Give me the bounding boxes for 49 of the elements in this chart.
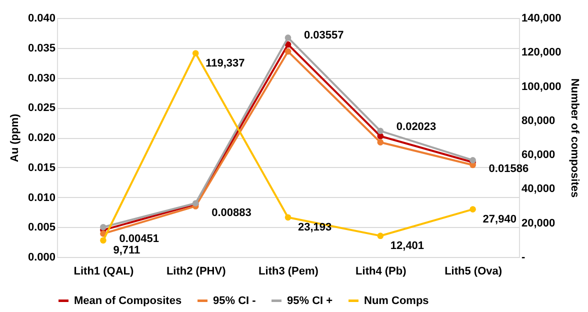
point	[100, 224, 106, 230]
point	[100, 237, 106, 244]
legend-label: Num Comps	[364, 294, 429, 307]
x-tick-label: Lith1 (QAL)	[74, 266, 134, 278]
x-tick-label: Lith2 (PHV)	[166, 266, 226, 278]
y-tick-label: 0.005	[28, 222, 56, 234]
point	[377, 232, 384, 239]
point	[284, 34, 292, 41]
y2-tick-label: 140,000	[522, 12, 562, 24]
data-label: 119,337	[206, 57, 245, 70]
x-tick-label: Lith4 (Pb)	[356, 266, 407, 278]
point	[470, 206, 476, 212]
y2-tick-label: 20,000	[522, 217, 556, 230]
data-label: 27,940	[482, 213, 516, 226]
y2-tick-label: 100,000	[522, 80, 562, 93]
y2-tick-label: -	[522, 252, 526, 264]
x-tick-label: Lith5 (Ova)	[444, 266, 502, 278]
y2-tick-label: 120,000	[522, 46, 562, 59]
data-label: 0.00451	[119, 233, 159, 246]
data-label: 9,711	[113, 244, 140, 256]
point	[284, 41, 292, 48]
y2-axis-title: Number of composites	[568, 78, 580, 198]
y-tick-label: 0.040	[28, 12, 56, 24]
y-tick-label: 0.015	[28, 162, 56, 174]
y2-tick-label: 80,000	[522, 114, 556, 127]
y-tick-label: 0.025	[28, 102, 56, 114]
y-tick-label: 0.010	[28, 192, 56, 204]
point	[192, 50, 199, 56]
y-tick-label: 0.020	[28, 132, 56, 144]
legend-label: 95% CI +	[287, 294, 333, 307]
point	[284, 48, 292, 55]
y2-tick-label: 40,000	[522, 183, 556, 196]
point	[377, 139, 384, 146]
data-label: 0.01586	[488, 163, 529, 176]
y-tick-label: 0.030	[28, 72, 56, 84]
data-label: 0.02023	[396, 121, 436, 134]
x-tick-label: Lith3 (Pem)	[258, 266, 319, 278]
y2-tick-label: 60,000	[522, 149, 556, 162]
data-label: 0.03557	[304, 29, 344, 42]
y-axis-title: Au (ppm)	[8, 114, 21, 162]
point	[284, 214, 292, 221]
point	[377, 128, 384, 134]
y-tick-label: 0.035	[28, 42, 56, 54]
data-label: 12,401	[390, 240, 424, 252]
data-label: 23,193	[298, 221, 332, 234]
y-tick-label: 0.000	[28, 252, 56, 264]
legend-label: 95% CI -	[213, 294, 256, 307]
legend-label: Mean of Composites	[74, 294, 182, 307]
data-label: 0.00883	[212, 207, 252, 220]
